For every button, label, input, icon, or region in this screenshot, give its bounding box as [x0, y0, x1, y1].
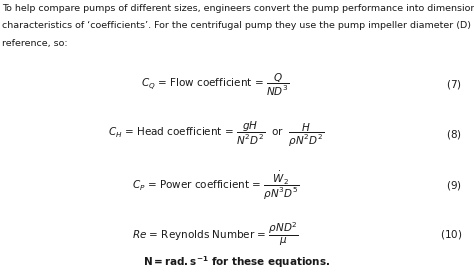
- Text: $\mathbf{N = rad.s^{-1}}$ $\mathbf{for\ these\ equations.}$: $\mathbf{N = rad.s^{-1}}$ $\mathbf{for\ …: [143, 254, 331, 270]
- Text: reference, so:: reference, so:: [2, 39, 68, 47]
- Text: $(10)$: $(10)$: [440, 228, 462, 240]
- Text: characteristics of ‘coefficients’. For the centrifugal pump they use the pump im: characteristics of ‘coefficients’. For t…: [2, 21, 474, 30]
- Text: $(8)$: $(8)$: [447, 128, 462, 141]
- Text: $Re$ = Reynolds Number = $\dfrac{\rho N D^2}{\mu}$: $Re$ = Reynolds Number = $\dfrac{\rho N …: [132, 220, 299, 248]
- Text: $(9)$: $(9)$: [447, 179, 462, 192]
- Text: $C_Q$ = Flow coefficient = $\dfrac{Q}{ND^3}$: $C_Q$ = Flow coefficient = $\dfrac{Q}{ND…: [141, 71, 290, 98]
- Text: $(7)$: $(7)$: [447, 78, 462, 91]
- Text: $C_H$ = Head coefficient = $\dfrac{gH}{N^2D^2}$  or  $\dfrac{H}{\rho N^2D^2}$: $C_H$ = Head coefficient = $\dfrac{gH}{N…: [108, 120, 324, 149]
- Text: To help compare pumps of different sizes, engineers convert the pump performance: To help compare pumps of different sizes…: [2, 4, 474, 13]
- Text: $C_P$ = Power coefficient = $\dfrac{\dot{W}_2}{\rho N^3D^5}$: $C_P$ = Power coefficient = $\dfrac{\dot…: [132, 170, 300, 202]
